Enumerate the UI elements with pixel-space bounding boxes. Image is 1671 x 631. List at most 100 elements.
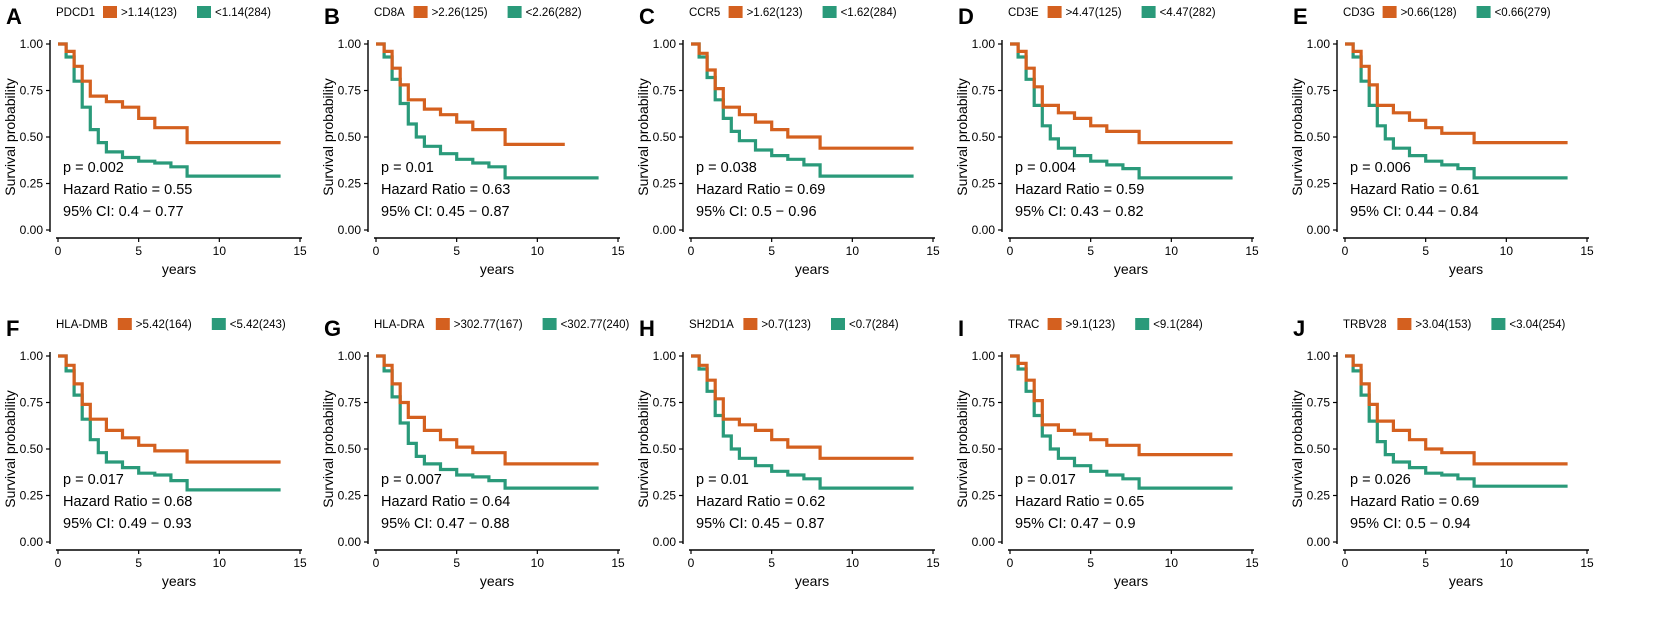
legend-swatch-high (743, 318, 758, 330)
legend-swatch-low (1476, 6, 1491, 18)
confidence-interval: 95% CI: 0.5 − 0.96 (696, 204, 817, 220)
legend-swatch-low (542, 318, 557, 330)
km-panel-a: A PDCD1 >1.14(123) <1.14(284) 0.00 0.25 0.50 0.… (0, 0, 334, 316)
x-axis-label: years (162, 261, 196, 277)
y-tick-label: 1.00 (338, 349, 362, 363)
y-tick-label: 0.25 (653, 489, 677, 503)
x-tick-label: 5 (1422, 556, 1429, 570)
x-tick-label: 10 (1500, 244, 1514, 258)
legend-label-high: >3.04(153) (1415, 319, 1471, 331)
legend-label-low: <0.7(284) (849, 319, 899, 331)
legend-swatch-low (1141, 6, 1156, 18)
legend-swatch-high (1047, 318, 1062, 330)
y-tick-label: 1.00 (972, 37, 996, 51)
x-tick-label: 15 (1245, 244, 1259, 258)
y-axis-label: Survival probability (1289, 390, 1305, 508)
panel-letter: D (958, 4, 974, 29)
p-value: p = 0.017 (63, 472, 124, 488)
confidence-interval: 95% CI: 0.5 − 0.94 (1350, 516, 1471, 532)
km-plot-svg: J TRBV28 >3.04(153) <3.04(254) 0.00 0.25 0.50 0… (1289, 316, 1594, 589)
survival-curve-low (58, 42, 281, 178)
y-tick-label: 0.25 (972, 489, 996, 503)
y-tick-label: 0.25 (338, 489, 362, 503)
x-axis-label: years (795, 573, 829, 589)
y-tick-label: 0.00 (1307, 535, 1331, 549)
survival-curve-low (1345, 42, 1568, 180)
y-tick-label: 0.75 (653, 84, 677, 98)
legend-label-high: >9.1(123) (1066, 319, 1116, 331)
legend-title: HLA-DRA (374, 319, 425, 331)
x-axis-label: years (1449, 573, 1483, 589)
y-tick-label: 0.75 (20, 84, 44, 98)
legend-swatch-high (435, 318, 450, 330)
x-tick-label: 10 (213, 556, 227, 570)
legend-title: CD3E (1008, 7, 1039, 19)
y-axis-label: Survival probability (954, 390, 970, 508)
hazard-ratio: Hazard Ratio = 0.62 (696, 494, 825, 510)
legend-title: CCR5 (689, 7, 720, 19)
survival-curve-low (376, 354, 599, 490)
x-tick-label: 0 (55, 244, 62, 258)
panel-letter: G (324, 316, 341, 341)
survival-curve-high (376, 42, 565, 146)
y-tick-label: 0.75 (338, 396, 362, 410)
survival-curve-low (1010, 42, 1233, 180)
km-plot-svg: G HLA-DRA >302.77(167) <302.77(240) 0.00 0.25… (320, 316, 630, 589)
x-tick-label: 10 (1165, 556, 1179, 570)
legend-title: HLA-DMB (56, 319, 108, 331)
confidence-interval: 95% CI: 0.45 − 0.87 (696, 516, 825, 532)
legend-swatch-low (831, 318, 845, 330)
panel-letter: I (958, 316, 964, 341)
legend-label-high: >1.62(123) (747, 7, 803, 19)
legend-label-low: <5.42(243) (230, 319, 286, 331)
legend-title: SH2D1A (689, 319, 734, 331)
x-tick-label: 0 (1007, 244, 1014, 258)
y-axis-label: Survival probability (320, 78, 336, 196)
x-axis-label: years (1114, 261, 1148, 277)
hazard-ratio: Hazard Ratio = 0.69 (696, 182, 825, 198)
y-tick-label: 0.00 (972, 535, 996, 549)
y-axis-label: Survival probability (1289, 78, 1305, 196)
y-tick-label: 0.00 (338, 223, 362, 237)
x-axis-label: years (480, 573, 514, 589)
legend-swatch-high (1382, 6, 1397, 18)
confidence-interval: 95% CI: 0.43 − 0.82 (1015, 204, 1144, 220)
km-panel-j: J TRBV28 >3.04(153) <3.04(254) 0.00 0.25 0.50 0… (1287, 312, 1621, 628)
survival-curve-low (1010, 354, 1233, 490)
y-tick-label: 0.50 (20, 130, 44, 144)
y-axis-label: Survival probability (320, 390, 336, 508)
x-tick-label: 5 (768, 244, 775, 258)
p-value: p = 0.002 (63, 160, 124, 176)
y-tick-label: 1.00 (653, 37, 677, 51)
legend-swatch-high (413, 6, 428, 18)
x-tick-label: 15 (293, 244, 307, 258)
y-tick-label: 0.50 (653, 442, 677, 456)
km-panel-d: D CD3E >4.47(125) <4.47(282) 0.00 0.25 0.50 0.7… (952, 0, 1286, 316)
legend-label-low: <302.77(240) (561, 319, 630, 331)
confidence-interval: 95% CI: 0.45 − 0.87 (381, 204, 510, 220)
y-axis-label: Survival probability (2, 78, 18, 196)
panel-letter: F (6, 316, 19, 341)
y-tick-label: 0.00 (972, 223, 996, 237)
y-axis-label: Survival probability (635, 78, 651, 196)
x-tick-label: 15 (611, 244, 625, 258)
panel-letter: C (639, 4, 655, 29)
y-tick-label: 1.00 (20, 37, 44, 51)
km-panel-c: C CCR5 >1.62(123) <1.62(284) 0.00 0.25 0.50 0.7… (633, 0, 967, 316)
x-tick-label: 10 (213, 244, 227, 258)
legend-label-low: <9.1(284) (1153, 319, 1203, 331)
survival-curve-high (1010, 354, 1233, 457)
x-axis-label: years (480, 261, 514, 277)
survival-curve-low (58, 354, 281, 492)
y-tick-label: 1.00 (972, 349, 996, 363)
y-tick-label: 0.50 (338, 442, 362, 456)
confidence-interval: 95% CI: 0.47 − 0.9 (1015, 516, 1136, 532)
legend-title: CD8A (374, 7, 405, 19)
legend-label-high: >1.14(123) (121, 7, 177, 19)
km-plot-svg: B CD8A >2.26(125) <2.26(282) 0.00 0.25 0.50 0.7… (320, 4, 625, 277)
y-tick-label: 0.50 (1307, 442, 1331, 456)
y-tick-label: 0.75 (972, 84, 996, 98)
y-tick-label: 0.25 (338, 177, 362, 191)
x-tick-label: 10 (531, 244, 545, 258)
survival-curve-high (376, 354, 599, 466)
